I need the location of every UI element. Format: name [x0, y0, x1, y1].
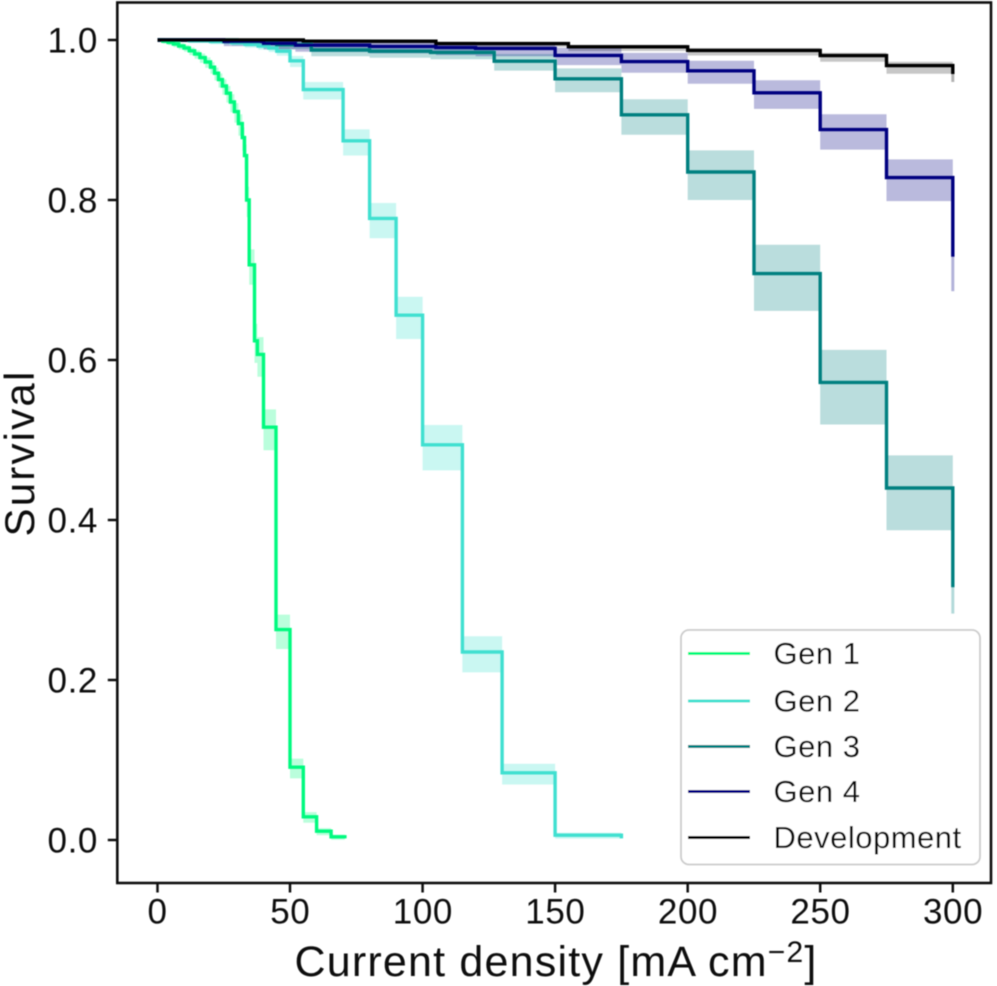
- svg-text:0.8: 0.8: [48, 181, 98, 220]
- svg-text:0.6: 0.6: [48, 341, 98, 380]
- svg-text:150: 150: [525, 893, 585, 932]
- svg-text:Gen 2: Gen 2: [774, 683, 861, 718]
- svg-text:Development: Development: [774, 820, 962, 855]
- svg-text:Current density [mA cm−2]: Current density [mA cm−2]: [294, 936, 817, 986]
- svg-text:Survival: Survival: [0, 370, 43, 537]
- svg-text:Gen 4: Gen 4: [774, 774, 861, 809]
- svg-text:Gen 3: Gen 3: [774, 729, 861, 764]
- svg-text:250: 250: [790, 893, 850, 932]
- svg-text:300: 300: [923, 893, 983, 932]
- svg-text:1.0: 1.0: [48, 21, 98, 60]
- svg-text:0.0: 0.0: [48, 821, 98, 860]
- svg-text:50: 50: [270, 893, 310, 932]
- svg-text:200: 200: [658, 893, 718, 932]
- svg-text:0: 0: [147, 893, 167, 932]
- svg-text:100: 100: [393, 893, 453, 932]
- svg-text:Gen 1: Gen 1: [774, 636, 861, 671]
- svg-text:0.2: 0.2: [48, 661, 98, 700]
- svg-text:0.4: 0.4: [48, 501, 98, 540]
